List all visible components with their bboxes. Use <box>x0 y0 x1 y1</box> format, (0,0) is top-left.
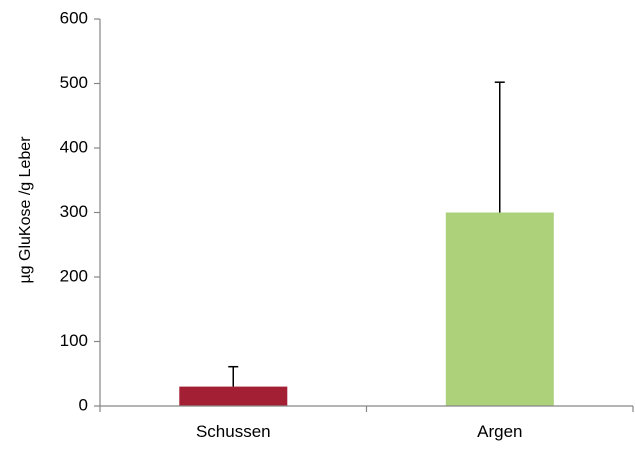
y-tick-label: 100 <box>60 331 88 350</box>
y-tick-label: 200 <box>60 266 88 285</box>
y-tick-label: 500 <box>60 73 88 92</box>
y-tick-label: 600 <box>60 8 88 27</box>
bar-schussen <box>179 386 288 406</box>
y-tick-label: 0 <box>79 395 88 414</box>
x-tick-label-argen: Argen <box>477 422 522 441</box>
bar-argen <box>445 212 554 406</box>
y-axis-title: µg GluKose /g Leber <box>17 136 34 284</box>
error-bars-layer <box>228 81 505 387</box>
x-tick-label-schussen: Schussen <box>196 422 271 441</box>
bars-layer <box>179 212 554 406</box>
labels-layer: 0 100 200 300 400 500 600 Schussen Argen <box>60 8 523 441</box>
y-tick-label: 300 <box>60 202 88 221</box>
axes-layer <box>94 18 634 412</box>
y-axis-title-group: µg GluKose /g Leber <box>17 136 34 284</box>
y-tick-label: 400 <box>60 137 88 156</box>
